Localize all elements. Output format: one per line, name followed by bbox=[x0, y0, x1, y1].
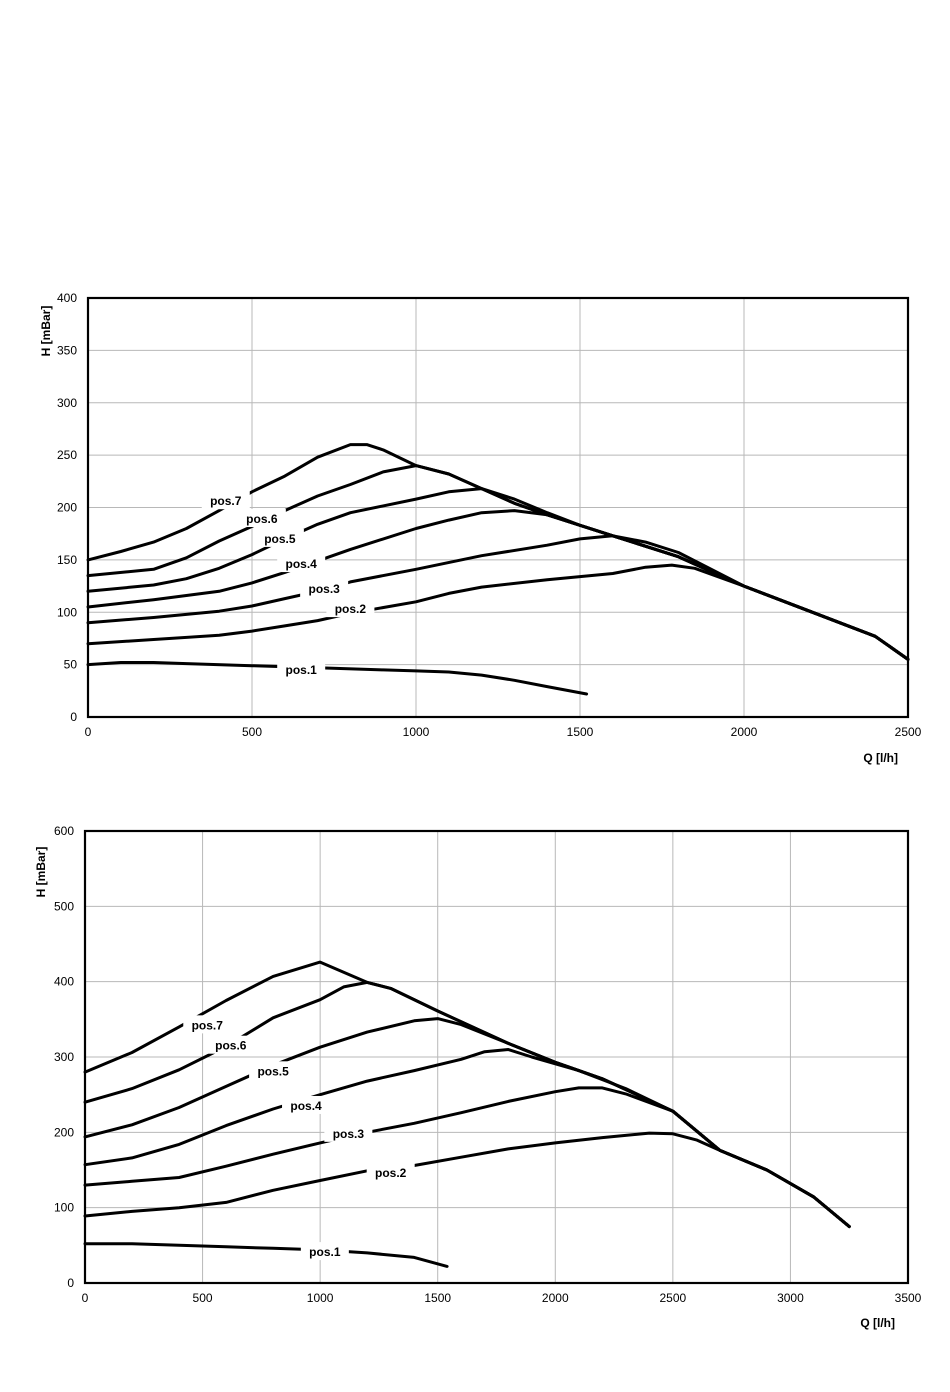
series-label-background bbox=[255, 528, 304, 547]
x-tick-label: 3000 bbox=[777, 1291, 804, 1305]
series-label-background bbox=[324, 1123, 373, 1142]
series-label-background bbox=[277, 659, 326, 678]
series-label: pos.7 bbox=[210, 494, 242, 508]
y-tick-label: 0 bbox=[70, 710, 77, 724]
series-label: pos.5 bbox=[264, 532, 296, 546]
y-tick-label: 200 bbox=[57, 501, 77, 515]
series-label: pos.4 bbox=[290, 1099, 322, 1113]
series-label: pos.4 bbox=[286, 557, 318, 571]
y-tick-label: 300 bbox=[54, 1050, 74, 1064]
x-axis-title: Q [l/h] bbox=[860, 1316, 895, 1330]
x-tick-label: 1500 bbox=[567, 725, 594, 739]
series-line-pos-4 bbox=[83, 1048, 851, 1228]
x-tick-label: 3500 bbox=[895, 1291, 922, 1305]
y-tick-label: 350 bbox=[57, 343, 77, 357]
plot-frame bbox=[86, 296, 910, 719]
series-line-pos-7 bbox=[86, 443, 910, 661]
series-label: pos.3 bbox=[308, 582, 340, 596]
x-tick-label: 500 bbox=[193, 1291, 213, 1305]
y-tick-label: 500 bbox=[54, 899, 74, 913]
series-line-pos-2 bbox=[83, 1131, 851, 1228]
series-label: pos.2 bbox=[375, 1166, 407, 1180]
series-label: pos.3 bbox=[333, 1127, 365, 1141]
series-label: pos.1 bbox=[286, 663, 318, 677]
y-tick-label: 600 bbox=[54, 824, 74, 838]
series-line-pos-7 bbox=[83, 960, 851, 1228]
x-tick-label: 500 bbox=[242, 725, 262, 739]
x-tick-label: 2500 bbox=[895, 725, 922, 739]
x-tick-label: 2000 bbox=[731, 725, 758, 739]
x-tick-label: 2000 bbox=[542, 1291, 569, 1305]
y-tick-label: 400 bbox=[57, 291, 77, 305]
series-label-background bbox=[326, 599, 375, 618]
series-label: pos.5 bbox=[257, 1064, 289, 1078]
x-tick-label: 0 bbox=[85, 725, 92, 739]
y-tick-label: 150 bbox=[57, 553, 77, 567]
bottom-chart: pos.1 pos.2 pos.3 pos.4 pos.5 pos.6 pos.7 0 500 1… bbox=[34, 824, 922, 1330]
series-label: pos.2 bbox=[335, 602, 367, 616]
y-axis-title: H [mBar] bbox=[39, 306, 53, 357]
x-tick-label: 1000 bbox=[403, 725, 430, 739]
series-label-background bbox=[300, 1242, 349, 1261]
series-line-pos-5 bbox=[83, 1017, 851, 1228]
plot-frame bbox=[83, 829, 910, 1285]
series-label-background bbox=[237, 509, 286, 528]
x-tick-label: 1000 bbox=[307, 1291, 334, 1305]
y-tick-label: 300 bbox=[57, 396, 77, 410]
series-line-pos-1 bbox=[86, 661, 589, 696]
series-label-background bbox=[201, 491, 250, 510]
series-line-pos-3 bbox=[86, 534, 910, 661]
series-label-background bbox=[282, 1095, 331, 1114]
x-tick-label: 1500 bbox=[424, 1291, 451, 1305]
series-label: pos.1 bbox=[309, 1245, 341, 1259]
y-tick-label: 250 bbox=[57, 448, 77, 462]
series-label-background bbox=[249, 1061, 298, 1080]
series-label-background bbox=[366, 1163, 415, 1182]
series-label-background bbox=[206, 1035, 255, 1054]
series-label: pos.6 bbox=[215, 1039, 247, 1053]
x-axis-title: Q [l/h] bbox=[863, 751, 898, 765]
series-label-background bbox=[277, 554, 326, 573]
series-label: pos.7 bbox=[192, 1018, 224, 1032]
series-line-pos-1 bbox=[83, 1242, 449, 1268]
y-tick-label: 0 bbox=[67, 1276, 74, 1290]
series-label-background bbox=[183, 1015, 232, 1034]
y-tick-label: 100 bbox=[54, 1201, 74, 1215]
y-tick-label: 50 bbox=[64, 658, 78, 672]
y-axis-title: H [mBar] bbox=[34, 847, 48, 898]
y-tick-label: 100 bbox=[57, 605, 77, 619]
x-tick-label: 0 bbox=[82, 1291, 89, 1305]
x-tick-label: 2500 bbox=[660, 1291, 687, 1305]
y-tick-label: 200 bbox=[54, 1125, 74, 1139]
series-label: pos.6 bbox=[246, 512, 278, 526]
series-label-background bbox=[300, 579, 349, 598]
y-tick-label: 400 bbox=[54, 975, 74, 989]
